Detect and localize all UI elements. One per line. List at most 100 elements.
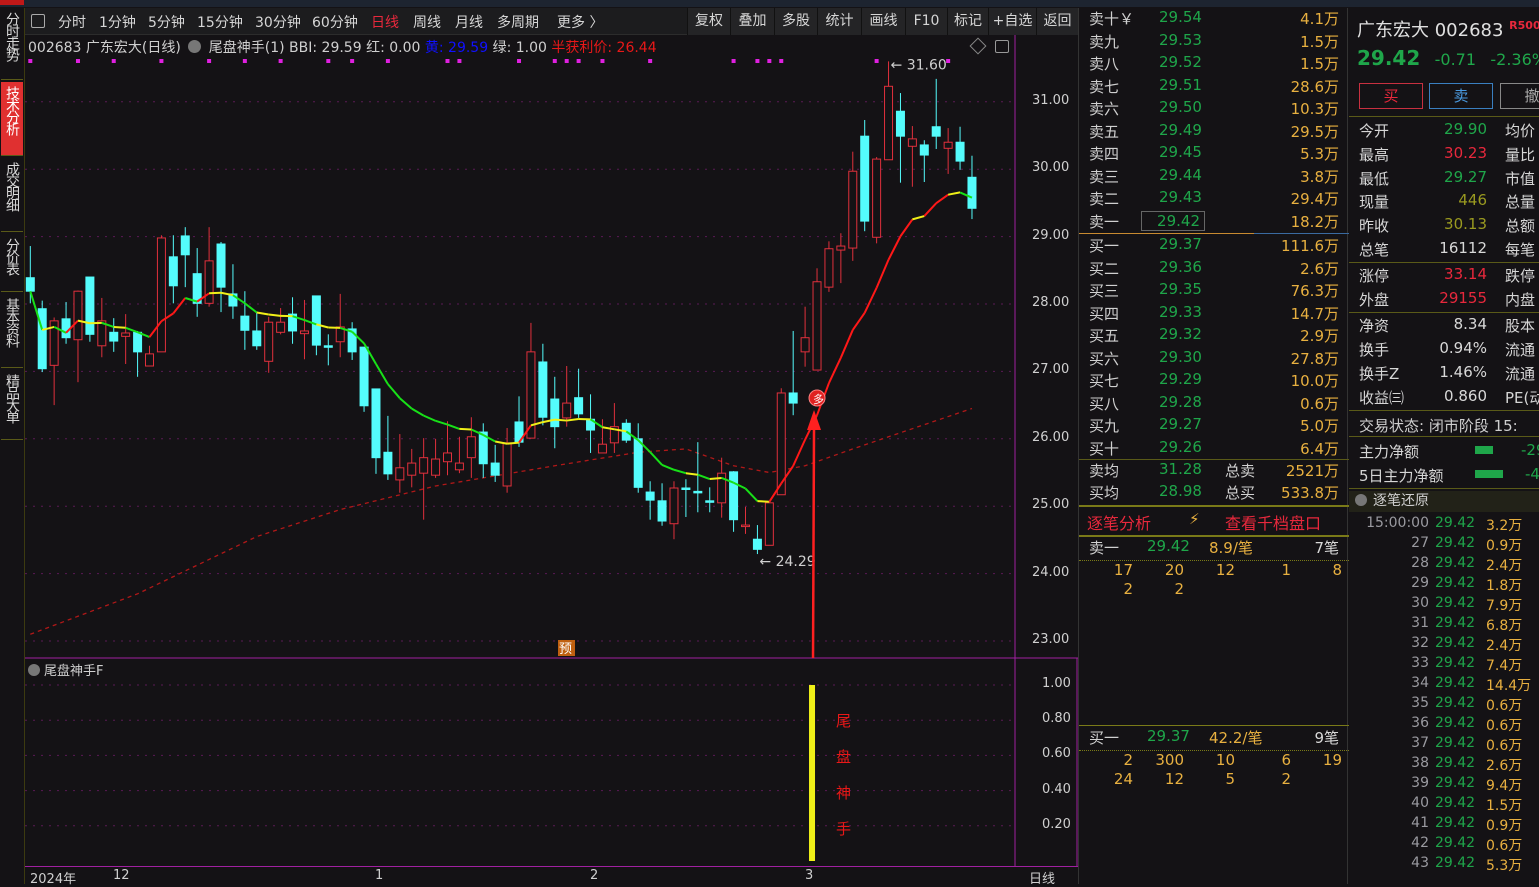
period-tab-4[interactable]: 30分钟 [255,12,301,32]
period-tab-5[interactable]: 60分钟 [312,12,358,32]
indicator-panel-header[interactable]: 尾盘神手F [28,660,103,679]
signal-text-char: 尾 [836,710,851,731]
total-value: 533.8万 [1281,482,1339,503]
queue-order-size: 5 [1225,770,1235,788]
indicator-dropdown-icon[interactable] [188,40,201,53]
stat-label: 最高 [1359,144,1389,165]
tick-price: 29.42 [1435,635,1475,651]
price-change-pct: -2.36% [1490,50,1539,69]
toolbar-action-2[interactable]: 多股 [774,8,817,35]
book-divider [1079,233,1254,234]
stat-label: 现量 [1359,191,1389,212]
stats-divider [1349,116,1539,117]
candle-body [944,142,952,148]
period-tab-9[interactable]: 多周期 [497,12,539,32]
period-tab-7[interactable]: 周线 [413,12,441,32]
stat-value: 0.94% [1439,339,1487,357]
cancel-button[interactable]: 撤 [1500,83,1539,109]
period-tab-2[interactable]: 5分钟 [148,12,185,32]
panel-toggle-icon[interactable] [31,14,45,28]
tick-volume: 7.9万 [1486,595,1522,615]
view-1000-level-link[interactable]: 查看千档盘口 [1225,510,1321,534]
period-tab-10[interactable]: 更多 〉 [557,12,603,32]
layout-toggle-icon[interactable] [995,40,1009,53]
tick-time: 36 [1411,715,1429,731]
toolbar-action-1[interactable]: 叠加 [730,8,774,35]
period-tab-0[interactable]: 分时 [58,12,86,32]
level-price: 29.29 [1159,370,1202,388]
candle-body [837,246,845,250]
period-tab-3[interactable]: 15分钟 [197,12,243,32]
stat-label: 净资 [1359,315,1389,336]
top-marker [553,59,557,63]
candle-body [968,177,976,208]
signal-text-char: 盘 [836,746,851,767]
indicator-dropdown-icon[interactable] [28,664,40,676]
candle-body [265,322,273,361]
toolbar-action-3[interactable]: 统计 [817,8,861,35]
bbi-segment [507,443,519,444]
toolbar-action-6[interactable]: 标记 [947,8,988,35]
toolbar-action-4[interactable]: 画线 [861,8,905,35]
bbi-segment [710,478,722,479]
tick-analysis-link[interactable]: 逐笔分析 [1087,510,1151,534]
candle-body [134,332,142,352]
collapse-icon[interactable] [1355,494,1367,506]
tick-time: 41 [1411,815,1429,831]
date-tick: 1 [375,868,383,883]
candle-body [813,282,821,370]
buy-button[interactable]: 买 [1359,83,1423,109]
chart-toolbar: 分时 1分钟 5分钟 15分钟 30分钟 60分钟日线周线月线多周期更多 〉 复权叠加多股统… [25,8,1078,35]
period-tab-1[interactable]: 1分钟 [99,12,136,32]
candle-body [169,257,177,286]
sell-button[interactable]: 卖 [1429,83,1493,109]
toolbar-action-7[interactable]: +自选 [988,8,1036,35]
tick-restore-header[interactable]: 逐笔还原 [1349,491,1539,512]
toolbar-action-8[interactable]: 返回 [1036,8,1078,35]
level-price: 29.53 [1159,31,1202,49]
signal-text-char: 手 [836,818,851,839]
indicator-name[interactable]: 尾盘神手(1) [209,40,285,56]
stock-code-name: 002683 广东宏大(日线) [28,40,181,56]
price-tick: 28.00 [1032,295,1069,310]
stat-value: 446 [1458,191,1487,209]
stat-value: 1.46% [1439,363,1487,381]
level-volume: 2.9万 [1300,325,1339,346]
toolbar-action-0[interactable]: 复权 [687,8,730,35]
period-tab-8[interactable]: 月线 [455,12,483,32]
stats-divider [1349,312,1539,313]
stat-value: 0.860 [1444,387,1487,405]
period-tab-6[interactable]: 日线 [371,12,399,32]
candle-body [706,501,714,503]
tick-time: 33 [1411,655,1429,671]
top-marker [207,59,211,63]
toolbar-action-5[interactable]: F10 [905,8,947,35]
tick-time: 37 [1411,735,1429,751]
candle-body [205,261,213,303]
